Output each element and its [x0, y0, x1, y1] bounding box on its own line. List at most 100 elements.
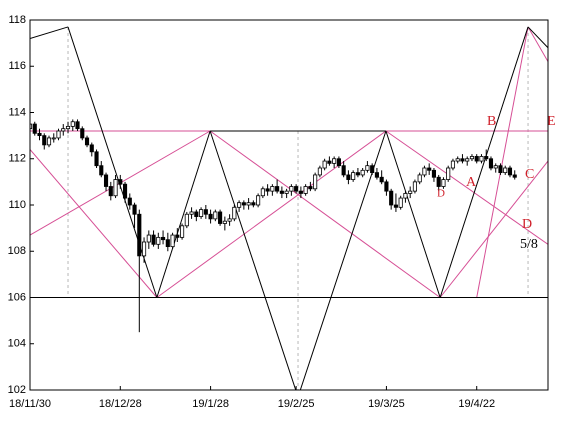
y-tick-label: 116 — [8, 60, 26, 72]
candle-body — [313, 174, 318, 190]
candle-body — [484, 156, 489, 160]
plot-area — [30, 26, 548, 390]
candle-body — [56, 130, 61, 139]
candle-body — [237, 202, 242, 208]
annotation: D — [522, 217, 532, 232]
candle-body — [208, 213, 213, 220]
candle-body — [355, 172, 360, 176]
y-tick-label: 104 — [8, 338, 26, 350]
candle-body — [412, 181, 417, 192]
candle-body — [32, 123, 37, 134]
candle-body — [379, 176, 384, 183]
candle-body — [132, 204, 137, 215]
candle-body — [175, 234, 180, 238]
candle-body — [184, 213, 189, 227]
candle-body — [199, 209, 204, 217]
annotation: B — [487, 114, 496, 129]
black-line — [385, 130, 441, 298]
candle-body — [469, 156, 475, 160]
candle-body — [218, 211, 223, 224]
x-tick-label: 18/11/30 — [9, 398, 51, 410]
candle-body — [284, 190, 289, 194]
candle-body — [474, 156, 479, 162]
pink-line — [385, 130, 548, 245]
pink-line — [439, 160, 548, 298]
candle-body — [403, 193, 408, 199]
black-line — [156, 130, 211, 298]
candle-body — [370, 165, 375, 174]
candle-body — [122, 183, 128, 199]
candle-body — [427, 167, 432, 171]
candle-body — [222, 220, 227, 224]
candle-body — [94, 151, 99, 167]
black-line — [209, 130, 297, 390]
candle-body — [417, 174, 422, 183]
candle-body — [308, 186, 313, 190]
candle-body — [479, 156, 484, 162]
annotation: C — [525, 167, 534, 182]
candle-body — [65, 125, 71, 130]
candle-body — [279, 190, 284, 194]
candle-body — [256, 195, 261, 206]
candle-body — [503, 167, 508, 174]
candle-body — [360, 169, 365, 176]
candle-body — [51, 137, 56, 140]
candle-body — [398, 197, 403, 208]
candle-body — [365, 165, 370, 171]
candle-body — [137, 213, 142, 257]
y-tick-label: 118 — [8, 14, 26, 26]
candle-body — [227, 218, 232, 222]
candle-body — [512, 174, 517, 178]
candle-body — [341, 165, 346, 176]
candle-body — [322, 160, 327, 169]
candle-body — [42, 135, 47, 146]
candle-body — [70, 121, 75, 127]
annotation: E — [547, 114, 556, 129]
candle-body — [146, 234, 151, 243]
candle-body — [113, 179, 118, 197]
pink-line — [527, 26, 548, 62]
candle-body — [232, 206, 237, 220]
candle-body — [180, 225, 185, 238]
candle-body — [298, 190, 303, 194]
candle-body — [441, 179, 446, 187]
y-tick-label: 114 — [8, 106, 26, 118]
candle-body — [103, 174, 109, 187]
candle-body — [270, 186, 275, 192]
black-line — [30, 26, 69, 39]
candle-body — [37, 132, 42, 137]
candle-body — [241, 202, 246, 206]
candle-body — [265, 188, 270, 192]
black-line — [439, 26, 529, 298]
y-tick-label: 108 — [8, 245, 26, 257]
candle-body — [346, 174, 351, 180]
candle-body — [450, 160, 456, 169]
annotation: D — [437, 188, 445, 200]
candle-body — [422, 167, 427, 176]
candle-body — [30, 123, 33, 130]
candle-body — [246, 202, 251, 206]
candle-body — [194, 211, 199, 217]
x-tick-label: 19/2/25 — [278, 398, 315, 410]
candle-body — [374, 172, 379, 178]
candle-body — [141, 241, 147, 257]
candle-body — [170, 234, 175, 248]
candle-body — [260, 188, 265, 197]
candle-body — [455, 158, 460, 162]
x-tick-label: 18/12/28 — [99, 398, 142, 410]
candle-body — [384, 181, 389, 192]
candle-body — [61, 128, 66, 132]
candle-body — [303, 186, 308, 194]
candle-body — [507, 167, 513, 176]
candle-body — [389, 190, 394, 206]
annotation: 5/8 — [520, 237, 538, 252]
candle-body — [436, 176, 441, 187]
x-tick-label: 19/3/25 — [368, 398, 405, 410]
candle-body — [165, 239, 170, 248]
candle-body — [89, 144, 94, 153]
candle-body — [99, 165, 104, 176]
candle-body — [251, 202, 256, 206]
candle-body — [332, 158, 337, 164]
pink-line — [476, 26, 529, 298]
